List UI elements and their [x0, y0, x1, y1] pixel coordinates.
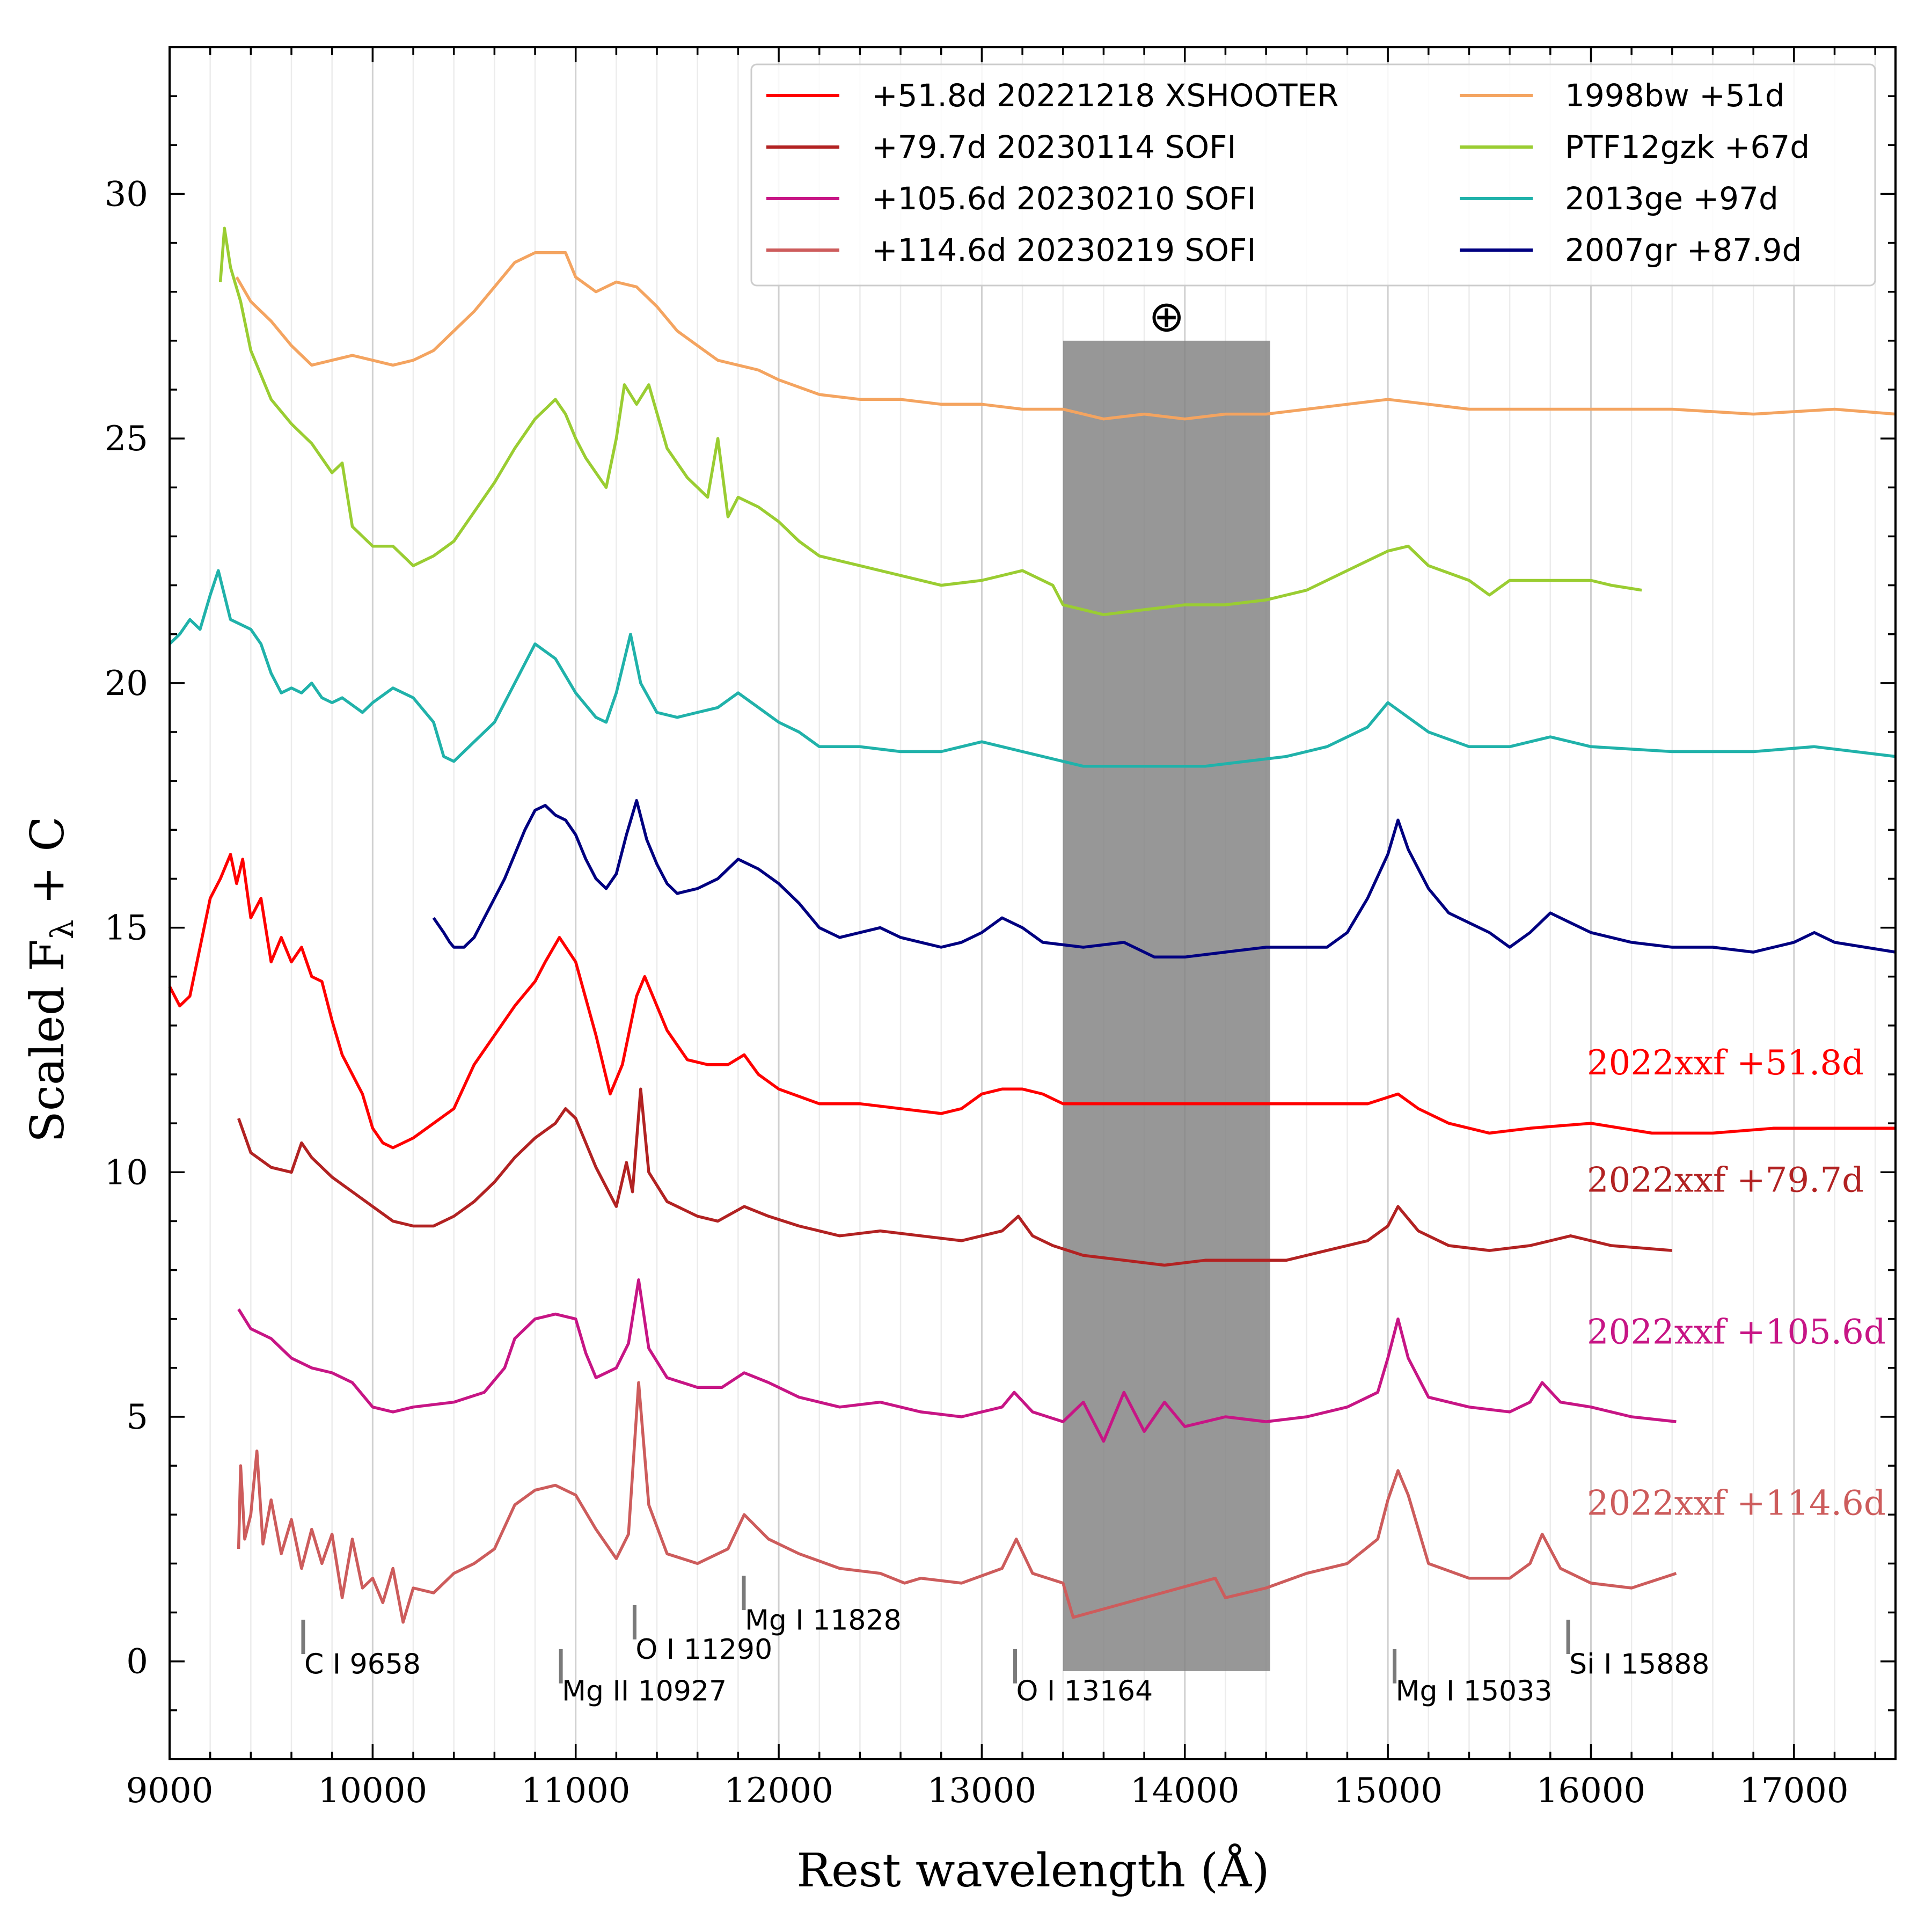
- y-tick-label: 15: [105, 909, 148, 948]
- legend-label: 2013ge +97d: [1565, 180, 1779, 217]
- series-line-2: [237, 1278, 1677, 1443]
- line-marker-label: Mg I 15033: [1396, 1675, 1553, 1708]
- axes: 9000 10000 11000 12000 13000 14000 15000 16000 1…: [105, 46, 1897, 1811]
- telluric-band: ⊕: [1063, 291, 1270, 1671]
- legend-label: 1998bw +51d: [1565, 77, 1785, 114]
- y-axis-label-suffix: + C: [21, 816, 75, 920]
- y-axis-label-main: Scaled F: [21, 939, 75, 1143]
- series-line-5: [218, 226, 1642, 617]
- x-tick-label: 13000: [927, 1771, 1037, 1811]
- spectrum-label: 2022xxf +51.8d: [1587, 1043, 1864, 1083]
- x-tick-label: 17000: [1739, 1771, 1849, 1811]
- series-line-4: [235, 251, 1896, 421]
- plot-frame: [169, 46, 1897, 1760]
- series-line-3: [237, 1381, 1677, 1624]
- legend-label: 2007gr +87.9d: [1565, 232, 1802, 268]
- y-tick-label: 25: [105, 419, 148, 459]
- x-tick-label: 11000: [521, 1771, 631, 1811]
- legend-box: [750, 63, 1876, 287]
- x-tick-label: 16000: [1536, 1771, 1646, 1811]
- y-tick-label: 5: [126, 1397, 148, 1437]
- line-marker-label: Si I 15888: [1569, 1649, 1709, 1681]
- line-marker-label: Mg I 11828: [745, 1604, 902, 1636]
- x-tick-label: 12000: [724, 1771, 833, 1811]
- legend-label: +105.6d 20230210 SOFI: [872, 180, 1256, 217]
- legend-label: PTF12gzk +67d: [1565, 129, 1810, 165]
- x-tick-label: 15000: [1333, 1771, 1443, 1811]
- legend: +51.8d 20221218 XSHOOTER +79.7d 20230114 …: [750, 63, 1876, 287]
- x-tick-label: 10000: [318, 1771, 428, 1811]
- y-tick-label: 30: [105, 174, 148, 214]
- legend-label: +51.8d 20221218 XSHOOTER: [872, 77, 1338, 114]
- x-tick-label: 14000: [1130, 1771, 1240, 1811]
- spectrum-label: 2022xxf +105.6d: [1587, 1312, 1886, 1352]
- series-line-7: [432, 799, 1896, 959]
- y-axis-label: Scaled Fλ + C: [21, 816, 80, 1143]
- x-tick-label: 9000: [126, 1771, 214, 1811]
- y-tick-label: 10: [105, 1153, 148, 1192]
- spectrum-label: 2022xxf +114.6d: [1587, 1483, 1886, 1523]
- spectra-series: [168, 226, 1896, 1624]
- y-tick-label: 0: [126, 1642, 148, 1682]
- spectrum-label: 2022xxf +79.7d: [1587, 1161, 1864, 1201]
- line-marker-label: Mg II 10927: [562, 1675, 727, 1708]
- x-axis-label: Rest wavelength (Å): [796, 1843, 1269, 1898]
- line-marker-label: O I 13164: [1016, 1675, 1153, 1708]
- line-marker-label: C I 9658: [304, 1649, 421, 1681]
- y-axis-label-subscript: λ: [44, 919, 80, 939]
- legend-label: +79.7d 20230114 SOFI: [872, 129, 1236, 165]
- series-line-6: [169, 569, 1896, 768]
- legend-label: +114.6d 20230219 SOFI: [872, 232, 1256, 268]
- line-marker-label: O I 11290: [635, 1634, 772, 1666]
- telluric-symbol: ⊕: [1148, 291, 1184, 341]
- telluric-band-rect: [1063, 340, 1270, 1671]
- y-tick-label: 20: [105, 664, 148, 704]
- series-line-0: [168, 853, 1896, 1150]
- spectrum-labels: 2022xxf +51.8d 2022xxf +79.7d 2022xxf +105…: [1587, 1043, 1886, 1523]
- series-line-1: [237, 1087, 1673, 1267]
